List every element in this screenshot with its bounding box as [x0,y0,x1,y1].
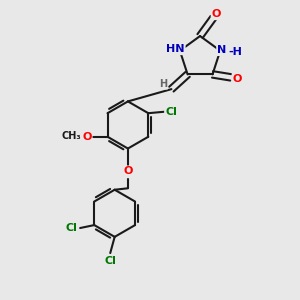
Text: -H: -H [229,47,242,57]
Text: Cl: Cl [104,256,116,266]
Text: O: O [82,132,92,142]
Text: CH₃: CH₃ [61,131,81,141]
Text: O: O [212,9,221,19]
Text: O: O [123,167,133,176]
Text: Cl: Cl [165,107,177,117]
Text: Cl: Cl [65,223,77,233]
Text: H: H [159,79,167,89]
Text: O: O [232,74,242,84]
Text: N: N [217,45,226,55]
Text: HN: HN [166,44,185,54]
